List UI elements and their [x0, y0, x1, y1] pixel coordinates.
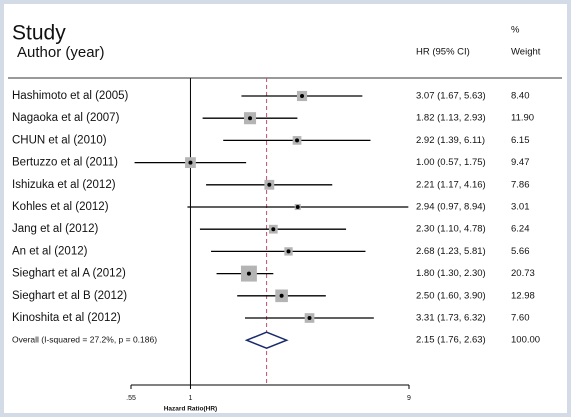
- ci-label: 1.80 (1.30, 2.30): [416, 268, 486, 279]
- weight-label: 100.00: [511, 335, 540, 346]
- point-estimate: [300, 94, 305, 98]
- weight-label: 9.47: [511, 157, 530, 168]
- ci-label: 2.94 (0.97, 8.94): [416, 202, 486, 213]
- ci-label: 1.82 (1.13, 2.93): [416, 113, 486, 124]
- weight-label: 11.90: [511, 113, 534, 124]
- study-name: Sieghart et al A (2012): [12, 268, 126, 280]
- ci-label: 2.92 (1.39, 6.11): [416, 135, 485, 146]
- point-estimate: [248, 116, 253, 121]
- study-name: Hashimoto et al (2005): [12, 90, 129, 102]
- ci-label: 2.50 (1.60, 3.90): [416, 290, 486, 301]
- weight-label: 6.15: [511, 135, 530, 146]
- study-name: Nagaoka et al (2007): [12, 112, 120, 124]
- study-name: Kinoshita et al (2012): [12, 312, 121, 324]
- point-estimate: [267, 182, 272, 187]
- point-estimate: [246, 271, 251, 276]
- point-estimate: [286, 249, 291, 254]
- overall-name: Overall (I-squared = 27.2%, p = 0.186): [12, 334, 157, 344]
- study-name: Kohles et al (2012): [12, 201, 109, 213]
- ci-header: HR (95% CI): [416, 47, 470, 58]
- x-tick-label: 9: [407, 395, 411, 402]
- ci-label: 2.68 (1.23, 5.81): [416, 246, 486, 257]
- ci-label: 3.31 (1.73, 6.32): [416, 313, 486, 324]
- weight-label: 8.40: [511, 91, 530, 102]
- weight-label: 5.66: [511, 246, 530, 257]
- point-estimate: [295, 205, 300, 209]
- ci-label: 2.21 (1.17, 4.16): [416, 179, 486, 190]
- point-estimate: [271, 227, 276, 232]
- study-name: Sieghart et al B (2012): [12, 290, 127, 302]
- study-name: CHUN et al (2010): [12, 134, 107, 146]
- weight-label: 20.73: [511, 268, 535, 279]
- weight-label: 3.01: [511, 202, 530, 213]
- ci-label: 2.30 (1.10, 4.78): [416, 224, 486, 235]
- study-name: Bertuzzo et al (2011): [12, 157, 118, 169]
- x-tick-label: 1: [189, 395, 193, 402]
- weight-label: 7.86: [511, 179, 530, 190]
- weight-label: 6.24: [511, 224, 530, 235]
- x-axis-label: Hazard Ratio(HR): [164, 406, 217, 413]
- weight-label: 12.98: [511, 290, 535, 301]
- point-estimate: [279, 293, 284, 298]
- ci-label: 2.15 (1.76, 2.63): [416, 335, 486, 346]
- chart-subtitle: Author (year): [17, 44, 105, 61]
- x-tick-label: .55: [126, 395, 136, 402]
- point-estimate: [188, 160, 193, 165]
- ci-label: 3.07 (1.67, 5.63): [416, 91, 486, 102]
- ci-label: 1.00 (0.57, 1.75): [416, 157, 486, 168]
- study-name: An et al (2012): [12, 245, 88, 257]
- point-estimate: [295, 138, 300, 143]
- point-estimate: [307, 316, 312, 320]
- overall-diamond: [244, 331, 289, 350]
- study-name: Jang et al (2012): [12, 223, 98, 235]
- weight-label: 7.60: [511, 313, 530, 324]
- study-name: Ishizuka et al (2012): [12, 179, 116, 191]
- weight-header-top: %: [511, 25, 520, 36]
- plot-background: [4, 4, 567, 413]
- weight-header: Weight: [511, 47, 541, 58]
- chart-title: Study: [12, 22, 66, 45]
